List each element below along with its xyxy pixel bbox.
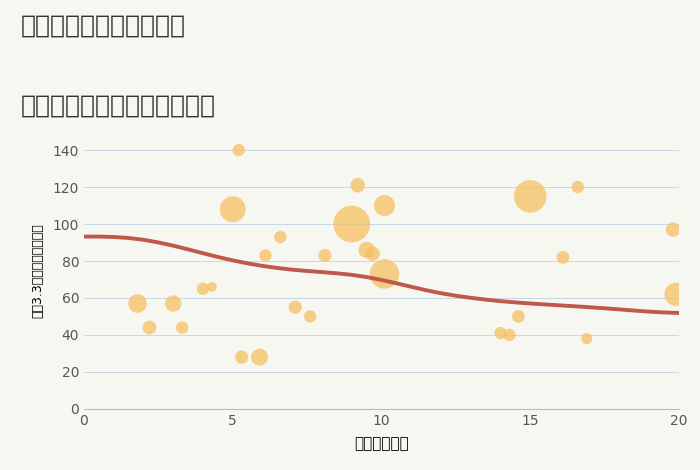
Point [573, 183, 584, 191]
Point [233, 146, 244, 154]
Point [304, 313, 316, 320]
Point [581, 335, 592, 343]
Point [668, 226, 679, 233]
Text: 駅距離別中古マンション価格: 駅距離別中古マンション価格 [21, 94, 216, 118]
Point [206, 283, 218, 290]
Point [352, 181, 363, 189]
Point [144, 324, 155, 331]
Point [504, 331, 515, 339]
Point [227, 205, 238, 213]
Point [346, 220, 357, 228]
Text: 奈良県奈良市川之上町の: 奈良県奈良市川之上町の [21, 14, 186, 38]
Point [132, 300, 144, 307]
Point [290, 304, 301, 311]
Point [168, 300, 179, 307]
Y-axis label: 坪（3.3㎡）単価（万円）: 坪（3.3㎡）単価（万円） [32, 223, 44, 318]
Point [197, 285, 209, 292]
X-axis label: 駅距離（分）: 駅距離（分） [354, 436, 409, 451]
Point [525, 193, 536, 200]
Point [367, 250, 378, 258]
Point [254, 353, 265, 361]
Point [236, 353, 247, 361]
Point [361, 246, 372, 254]
Point [512, 313, 524, 320]
Point [319, 252, 330, 259]
Point [379, 202, 390, 209]
Point [495, 329, 506, 337]
Point [260, 252, 271, 259]
Point [176, 324, 188, 331]
Point [274, 233, 286, 241]
Point [671, 290, 682, 298]
Point [379, 270, 390, 278]
Point [557, 253, 568, 261]
